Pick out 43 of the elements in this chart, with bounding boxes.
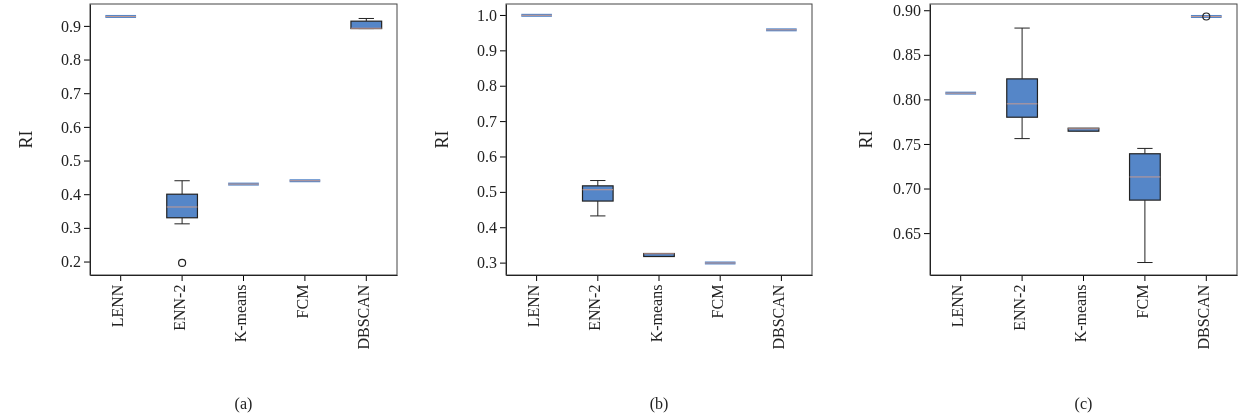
y-tick-label: 0.65 [893,224,921,242]
y-tick-label: 0.9 [61,17,81,35]
x-tick-label: K-means [647,284,665,343]
y-tick-label: 0.8 [61,51,81,69]
y-tick-label: 0.75 [893,135,921,153]
x-tick-label: LENN [949,284,967,328]
x-tick-label: K-means [1072,284,1090,343]
y-axis-title: RI [432,130,452,149]
x-tick-label: FCM [1133,284,1151,319]
y-tick-label: 0.8 [477,77,497,95]
y-tick-label: 0.6 [61,118,81,136]
y-tick-label: 0.85 [893,46,921,64]
y-tick-label: 0.6 [477,148,497,166]
x-tick-label: DBSCAN [1194,284,1212,350]
x-axis-title: (b) [649,395,669,413]
x-tick-label: LENN [525,284,543,328]
x-tick-label: LENN [109,284,127,328]
y-tick-label: 0.90 [893,1,921,19]
x-tick-label: ENN-2 [1010,284,1028,331]
y-axis-title: RI [856,130,876,149]
x-tick-label: ENN-2 [586,284,604,331]
x-tick-label: DBSCAN [354,284,372,350]
y-tick-label: 1.0 [477,6,497,24]
y-tick-label: 0.7 [61,84,81,102]
y-tick-label: 0.3 [477,254,497,272]
y-tick-label: 0.9 [477,41,497,59]
y-tick-label: 0.4 [61,185,81,203]
y-tick-label: 0.7 [477,112,497,130]
x-tick-label: K-means [232,284,250,343]
y-tick-label: 0.5 [477,183,497,201]
y-tick-label: 0.5 [61,152,81,170]
y-tick-label: 0.4 [477,218,497,236]
y-tick-label: 0.2 [61,253,81,271]
x-tick-label: FCM [708,284,726,319]
x-axis-title: (a) [234,395,253,413]
x-tick-label: FCM [293,284,311,319]
x-tick-label: ENN-2 [170,284,188,331]
x-tick-label: DBSCAN [770,284,787,350]
y-tick-label: 0.70 [893,180,921,198]
x-axis-title: (c) [1074,395,1093,413]
y-tick-label: 0.80 [893,91,921,108]
y-axis-title: RI [16,130,36,149]
y-tick-label: 0.3 [61,219,81,237]
